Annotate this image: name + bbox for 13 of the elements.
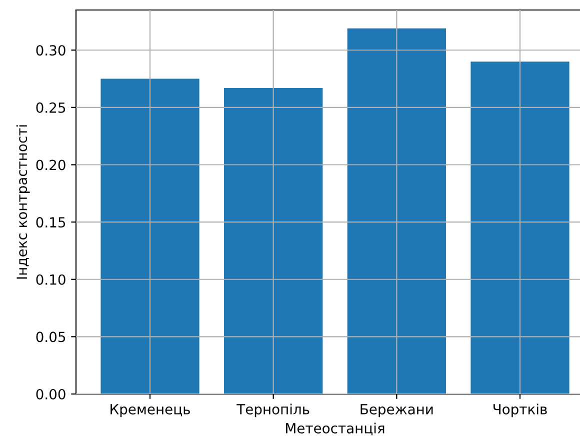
x-tick-label: Чортків bbox=[494, 404, 547, 418]
y-tick-label: 0.05 bbox=[36, 332, 66, 342]
x-tick-label: Бережани bbox=[360, 404, 433, 418]
x-tick-label: Тернопіль bbox=[236, 404, 310, 418]
y-tick-label: 0.30 bbox=[36, 45, 66, 56]
y-tick-label: 0.10 bbox=[36, 274, 66, 285]
y-tick-label: 0.00 bbox=[36, 388, 66, 400]
y-tick-label: 0.20 bbox=[36, 160, 66, 170]
x-tick-label: Кременець bbox=[110, 404, 190, 418]
y-tick-label: 0.25 bbox=[36, 102, 66, 113]
y-tick-label: 0.15 bbox=[36, 217, 66, 228]
x-axis-title: Метеостанція bbox=[286, 422, 384, 436]
y-axis-title: Індекс контрастності bbox=[16, 125, 30, 279]
